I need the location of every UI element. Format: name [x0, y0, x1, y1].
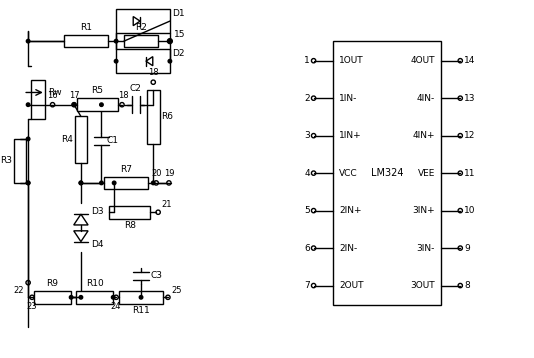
Text: R2: R2 — [135, 23, 147, 32]
Text: Rw: Rw — [48, 88, 61, 97]
Circle shape — [152, 181, 155, 185]
Circle shape — [114, 59, 118, 63]
Text: 24: 24 — [111, 302, 121, 311]
Text: 3OUT: 3OUT — [410, 281, 435, 290]
Text: 4OUT: 4OUT — [410, 56, 435, 65]
Text: 19: 19 — [163, 169, 174, 178]
Circle shape — [100, 181, 103, 185]
Text: 3: 3 — [304, 131, 310, 140]
Text: 2IN+: 2IN+ — [339, 206, 362, 215]
Text: 1IN+: 1IN+ — [339, 131, 362, 140]
Text: R3: R3 — [1, 156, 12, 165]
Text: D3: D3 — [91, 207, 104, 216]
Text: R7: R7 — [120, 165, 132, 174]
Circle shape — [26, 181, 30, 185]
Text: VCC: VCC — [339, 169, 358, 178]
Text: 23: 23 — [27, 302, 37, 311]
Text: 20: 20 — [151, 169, 161, 178]
Text: 2IN-: 2IN- — [339, 243, 357, 253]
Text: 8: 8 — [464, 281, 470, 290]
Text: 6: 6 — [304, 243, 310, 253]
Text: 17: 17 — [69, 91, 80, 100]
Text: 13: 13 — [464, 94, 476, 103]
Text: 18: 18 — [117, 91, 128, 100]
Circle shape — [79, 296, 83, 299]
Text: D4: D4 — [91, 240, 104, 249]
Circle shape — [26, 103, 30, 106]
Text: 1IN-: 1IN- — [339, 94, 357, 103]
Circle shape — [168, 59, 171, 63]
Bar — [75, 116, 87, 163]
Text: 10: 10 — [464, 206, 476, 215]
Circle shape — [112, 181, 116, 185]
Text: 15: 15 — [174, 30, 185, 39]
Text: 2OUT: 2OUT — [339, 281, 364, 290]
Text: 2: 2 — [304, 94, 310, 103]
Text: 3IN-: 3IN- — [417, 243, 435, 253]
Text: LM324: LM324 — [371, 168, 403, 178]
Bar — [333, 41, 441, 305]
Text: 1OUT: 1OUT — [339, 56, 364, 65]
Circle shape — [69, 296, 73, 299]
Text: 1: 1 — [304, 56, 310, 65]
Bar — [34, 291, 71, 304]
Circle shape — [26, 39, 30, 43]
Circle shape — [139, 296, 143, 299]
Circle shape — [26, 181, 30, 185]
Text: C1: C1 — [106, 136, 119, 145]
Text: 18: 18 — [148, 68, 159, 77]
Text: R10: R10 — [86, 279, 104, 288]
Text: R1: R1 — [80, 23, 92, 32]
Bar — [124, 35, 158, 48]
Text: 9: 9 — [464, 243, 470, 253]
Circle shape — [168, 39, 171, 43]
Text: 21: 21 — [161, 200, 171, 209]
Circle shape — [72, 103, 76, 106]
Bar — [31, 80, 45, 119]
Bar — [64, 35, 108, 48]
Text: C2: C2 — [130, 84, 142, 93]
Text: 4IN+: 4IN+ — [412, 131, 435, 140]
Bar — [147, 90, 160, 144]
Text: 4IN-: 4IN- — [417, 94, 435, 103]
Text: 25: 25 — [172, 286, 182, 295]
Text: R9: R9 — [46, 279, 59, 288]
Circle shape — [100, 103, 103, 106]
Text: 5: 5 — [304, 206, 310, 215]
Bar — [116, 9, 170, 33]
Bar — [119, 291, 163, 304]
Bar — [109, 206, 151, 219]
Text: R5: R5 — [91, 86, 104, 95]
Text: 11: 11 — [464, 169, 476, 178]
Text: 22: 22 — [14, 286, 24, 295]
Circle shape — [26, 137, 30, 141]
Bar — [77, 98, 118, 111]
Bar — [76, 291, 113, 304]
Text: R6: R6 — [162, 112, 174, 121]
Text: R11: R11 — [132, 306, 150, 315]
Text: 4: 4 — [304, 169, 310, 178]
Bar — [116, 49, 170, 73]
Text: 12: 12 — [464, 131, 476, 140]
Bar — [14, 139, 26, 183]
Text: 16: 16 — [47, 91, 58, 100]
Circle shape — [79, 181, 83, 185]
Text: VEE: VEE — [418, 169, 435, 178]
Circle shape — [112, 296, 115, 299]
Text: 3IN+: 3IN+ — [412, 206, 435, 215]
Circle shape — [79, 181, 83, 185]
Text: C3: C3 — [151, 271, 163, 280]
Text: 14: 14 — [464, 56, 476, 65]
Text: D2: D2 — [172, 49, 184, 58]
Text: R8: R8 — [124, 221, 136, 229]
Text: 7: 7 — [304, 281, 310, 290]
Bar — [104, 176, 148, 189]
Text: R4: R4 — [61, 135, 73, 144]
Circle shape — [114, 39, 118, 43]
Text: D1: D1 — [172, 9, 184, 18]
